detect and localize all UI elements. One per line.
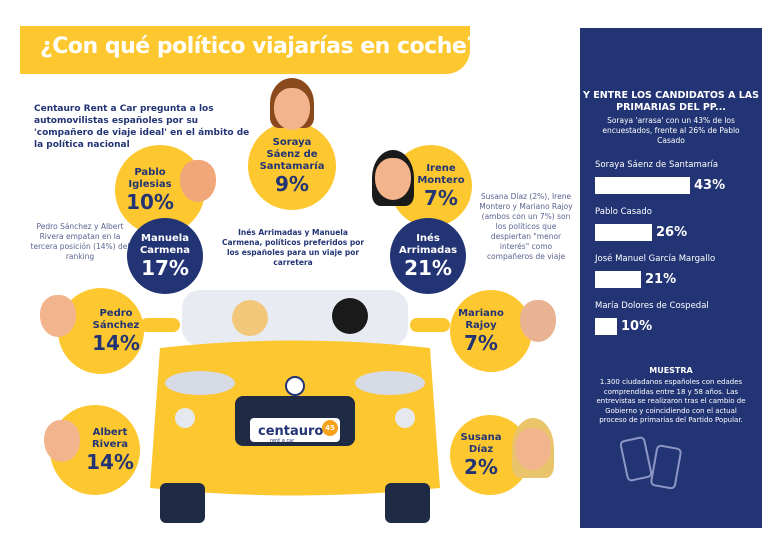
bar xyxy=(595,318,617,335)
driver-manuela xyxy=(332,298,368,334)
intro-text: Centauro Rent a Car pregunta a los autom… xyxy=(34,104,250,150)
soraya-face-icon xyxy=(274,88,310,130)
logo-emblem xyxy=(285,376,305,396)
panel-subtitle: Soraya 'arrasa' con un 43% de los encues… xyxy=(602,116,740,145)
ines-arrimadas-circle: Inés Arrimadas 21% xyxy=(390,218,466,294)
bar xyxy=(595,177,690,194)
passenger-ines xyxy=(232,300,268,336)
windshield xyxy=(178,286,412,350)
title-banner xyxy=(20,26,470,74)
favorites-note: Inés Arrimadas y Manuela Carmena, políti… xyxy=(221,228,365,267)
car-brand: centauro xyxy=(258,424,324,439)
mariano-rajoy-face-icon xyxy=(520,300,556,342)
car-tagline: rent a car xyxy=(270,438,295,444)
susana-diaz-face-icon xyxy=(515,428,551,470)
pablo-iglesias-face-icon xyxy=(180,160,216,202)
sample-text: 1.300 ciudadanos españoles con edades co… xyxy=(596,378,746,424)
bar xyxy=(595,224,652,241)
bar-label: Pablo Casado xyxy=(595,207,652,217)
right-mirror xyxy=(410,318,450,332)
left-mirror xyxy=(140,318,180,332)
license-plate xyxy=(250,418,340,442)
bar-label: José Manuel García Margallo xyxy=(595,254,716,264)
car-illustration xyxy=(140,286,450,523)
panel-title: Y ENTRE LOS CANDIDATOS A LAS PRIMARIAS D… xyxy=(583,90,759,113)
left-foglight xyxy=(175,408,195,428)
anniversary-badge: 45 xyxy=(322,420,338,436)
manuela-carmena-circle: Manuela Carmena 17% xyxy=(127,218,203,294)
albert-rivera-face-icon xyxy=(44,420,80,462)
pedro-sanchez-face-icon xyxy=(40,295,76,337)
phones-icon xyxy=(620,436,682,490)
bar-value: 10% xyxy=(621,319,653,334)
bar-label: Soraya Sáenz de Santamaría xyxy=(595,160,719,170)
left-wheel xyxy=(160,483,205,523)
mariano-rajoy-circle: Mariano Rajoy 7% xyxy=(450,290,532,372)
page-title: ¿Con qué político viajarías en coche? xyxy=(40,34,479,59)
pp-primaries-panel: Y ENTRE LOS CANDIDATOS A LAS PRIMARIAS D… xyxy=(580,28,762,528)
bar-label: María Dolores de Cospedal xyxy=(595,301,709,311)
bar-value: 21% xyxy=(645,272,677,287)
right-wheel xyxy=(385,483,430,523)
left-headlight xyxy=(165,371,235,395)
soraya-circle: Soraya Sáenz de Santamaría 9% xyxy=(248,122,336,210)
bar-value: 43% xyxy=(694,178,726,193)
tie-note: Pedro Sánchez y Albert Rivera empatan en… xyxy=(30,222,130,261)
bar-value: 26% xyxy=(656,225,688,240)
right-foglight xyxy=(395,408,415,428)
right-headlight xyxy=(355,371,425,395)
bar xyxy=(595,271,641,288)
sample-title: MUESTRA xyxy=(649,366,693,375)
least-note: Susana Díaz (2%), Irene Montero y Marian… xyxy=(479,192,573,261)
irene-montero-face-icon xyxy=(375,158,411,200)
